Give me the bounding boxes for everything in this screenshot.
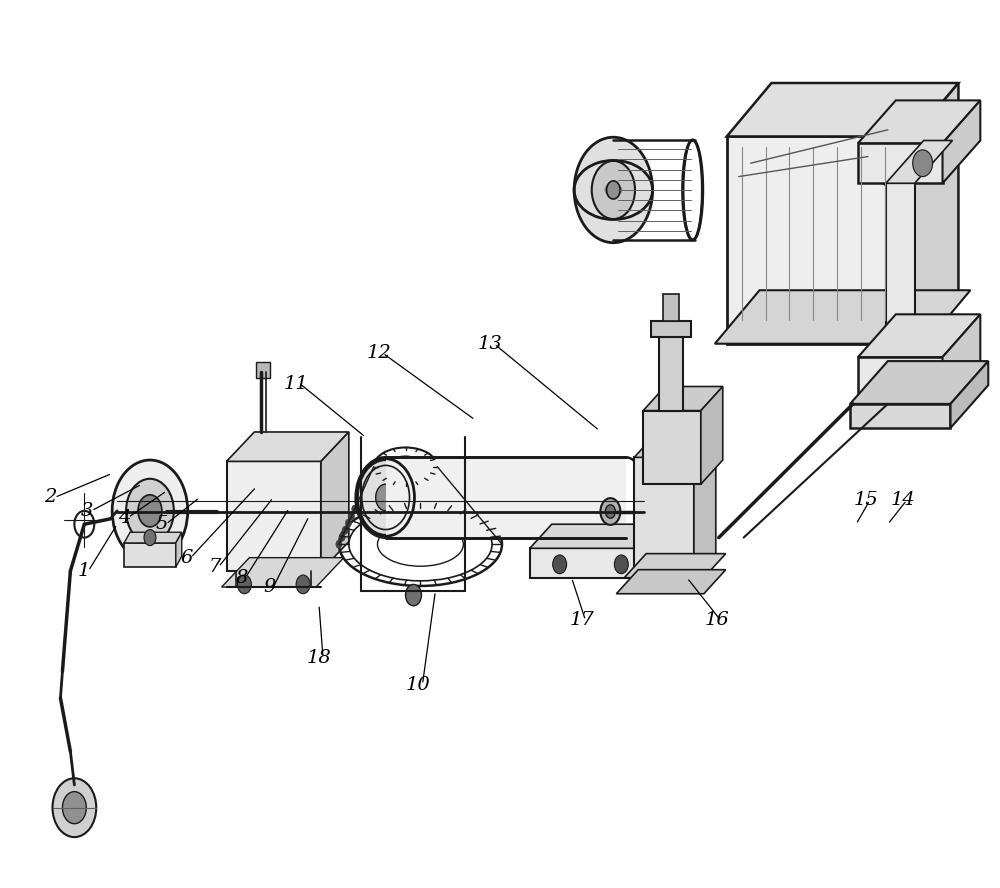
Polygon shape: [858, 143, 943, 183]
Polygon shape: [222, 558, 344, 587]
Circle shape: [339, 533, 345, 542]
Circle shape: [349, 512, 355, 520]
Circle shape: [112, 460, 188, 561]
Polygon shape: [651, 524, 673, 578]
Text: 13: 13: [478, 335, 502, 353]
Polygon shape: [386, 457, 626, 537]
Circle shape: [74, 511, 94, 537]
Text: 8: 8: [235, 568, 248, 587]
Polygon shape: [950, 361, 988, 428]
Circle shape: [126, 479, 174, 543]
Circle shape: [336, 540, 342, 548]
Polygon shape: [124, 532, 182, 543]
Bar: [227, 462, 321, 571]
Circle shape: [406, 584, 421, 606]
Text: 6: 6: [181, 549, 193, 567]
Bar: [663, 294, 679, 321]
Text: 11: 11: [284, 375, 309, 392]
Text: 4: 4: [118, 509, 130, 527]
Polygon shape: [634, 433, 716, 457]
Circle shape: [352, 505, 358, 513]
Circle shape: [605, 505, 615, 519]
Circle shape: [364, 477, 370, 485]
Polygon shape: [858, 357, 943, 404]
Circle shape: [361, 484, 367, 492]
Circle shape: [296, 575, 310, 594]
Circle shape: [607, 181, 620, 199]
Circle shape: [237, 575, 251, 594]
Polygon shape: [858, 100, 980, 143]
Bar: [124, 543, 176, 567]
Circle shape: [62, 791, 86, 824]
Bar: [256, 362, 270, 378]
Text: 1: 1: [78, 562, 91, 580]
Text: 15: 15: [854, 491, 878, 509]
Text: 10: 10: [406, 676, 431, 694]
Bar: [530, 548, 651, 578]
Polygon shape: [858, 314, 980, 357]
Bar: [643, 410, 701, 484]
Polygon shape: [715, 290, 970, 344]
Polygon shape: [943, 100, 980, 183]
Circle shape: [553, 555, 567, 574]
Polygon shape: [850, 361, 988, 404]
Circle shape: [358, 460, 413, 535]
Text: 3: 3: [81, 502, 93, 519]
Polygon shape: [701, 386, 723, 484]
Polygon shape: [727, 83, 958, 137]
Polygon shape: [694, 433, 716, 578]
Polygon shape: [886, 183, 915, 357]
Circle shape: [368, 470, 374, 478]
Polygon shape: [624, 553, 726, 578]
Circle shape: [877, 154, 901, 186]
Circle shape: [376, 484, 396, 511]
Text: 17: 17: [569, 612, 594, 630]
Text: 14: 14: [890, 491, 915, 509]
Polygon shape: [616, 570, 726, 594]
Polygon shape: [943, 314, 980, 404]
Circle shape: [592, 161, 635, 219]
Circle shape: [345, 519, 351, 527]
Bar: [651, 321, 691, 337]
Circle shape: [342, 527, 348, 535]
Bar: [727, 137, 914, 344]
Bar: [850, 404, 950, 428]
Polygon shape: [227, 432, 349, 462]
Polygon shape: [530, 524, 673, 548]
Circle shape: [913, 150, 933, 177]
Polygon shape: [886, 140, 952, 183]
Circle shape: [355, 498, 361, 506]
Circle shape: [600, 498, 620, 525]
Bar: [634, 457, 694, 578]
Bar: [659, 337, 683, 410]
Text: 7: 7: [208, 558, 221, 576]
Circle shape: [144, 529, 156, 545]
Circle shape: [614, 555, 628, 574]
Polygon shape: [176, 532, 182, 567]
Text: 2: 2: [44, 488, 57, 506]
Text: 12: 12: [366, 344, 391, 362]
Polygon shape: [321, 432, 349, 571]
Circle shape: [371, 463, 377, 471]
Text: 9: 9: [263, 578, 275, 596]
Circle shape: [138, 495, 162, 527]
Circle shape: [574, 138, 653, 242]
Polygon shape: [643, 386, 723, 410]
Circle shape: [52, 778, 96, 837]
Text: 5: 5: [156, 515, 168, 533]
Polygon shape: [914, 83, 958, 344]
Text: 16: 16: [704, 612, 729, 630]
Text: 18: 18: [307, 649, 331, 667]
Circle shape: [358, 491, 364, 499]
